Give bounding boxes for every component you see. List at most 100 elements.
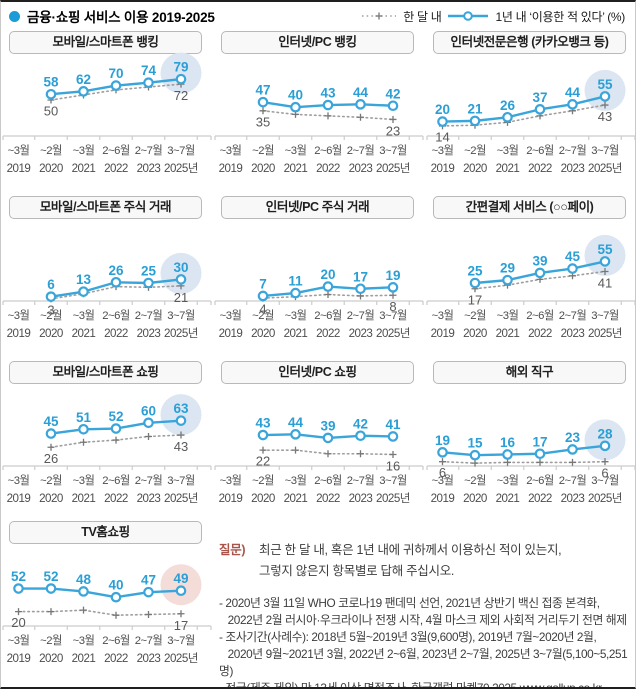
yearly-value-label: 45 [565,249,581,264]
yearly-value-label: 79 [173,60,188,75]
x-label-year: 2020 [39,162,63,175]
plus-marker-icon [259,446,267,454]
chart-panel: 해외 직구 ~3월 2019 ~2월 2020 ~3월 2021 2~6월 2022 2~7월 20… [425,358,635,518]
yearly-value-label: 48 [76,572,92,587]
plus-marker-icon [112,436,120,444]
chart-panel: 인터넷/PC 주식 거래 ~3월 2019 ~2월 2020 ~3월 2021 2~6월 202… [213,193,425,358]
yearly-value-label: 41 [385,417,401,432]
x-label-month: 2~7월 [135,309,163,322]
x-label-year: 2023 [561,492,585,505]
yearly-value-label: 26 [108,263,124,278]
x-label-year: 2019 [431,327,455,340]
monthly-last-label: 8 [389,299,396,314]
x-label-month: 2~7월 [347,144,375,157]
x-label-month: ~2월 [40,634,62,647]
x-label-month: 2~7월 [559,309,587,322]
x-label-year: 2021 [496,327,520,340]
chart-title: 간편결제 서비스 (○○페이) [433,196,626,219]
x-label-year: 2019 [7,162,31,175]
monthly-last-label: 43 [174,439,188,454]
data-point-marker [502,449,513,460]
x-label-year: 2022 [104,162,128,175]
x-label-year: 2021 [72,652,96,665]
x-label-year: 2019 [7,327,31,340]
x-label-month: ~3월 [497,144,519,157]
info-block: 질문) 최근 한 달 내, 혹은 1년 내에 귀하께서 이용하신 적이 있는지,… [213,518,635,687]
yearly-value-label: 55 [597,242,613,257]
plus-marker-icon [145,610,152,618]
yearly-value-label: 29 [500,261,515,276]
data-point-marker [322,432,334,444]
monthly-last-label: 41 [598,275,612,290]
x-label-month: ~2월 [252,144,274,157]
x-label-year: 2025년 [588,327,622,340]
x-label-year: 2022 [316,162,340,175]
x-label-year: 2020 [39,327,63,340]
plus-marker-icon [80,438,87,446]
yearly-value-label: 58 [43,75,59,90]
data-point-marker [355,99,366,110]
plus-marker-icon [47,443,55,451]
yearly-value-label: 16 [500,435,516,450]
x-label-year: 2023 [561,327,585,340]
question-label: 질문) [219,543,246,557]
monthly-line [441,460,606,464]
chart-panel: 모바일/스마트폰 쇼핑 ~3월 2019 ~2월 2020 ~3월 2021 2~6월 2022… [1,358,213,518]
x-label-month: 2~6월 [314,309,342,322]
x-label-year: 2021 [496,492,520,505]
monthly-last-label: 72 [174,88,188,103]
x-label-month: ~2월 [40,144,62,157]
x-label-month: ~3월 [432,144,454,157]
data-point-marker [469,115,481,127]
data-point-marker [387,282,399,293]
yearly-value-label: 42 [353,416,368,431]
yearly-value-label: 52 [11,569,26,584]
highlight-circle [584,69,626,111]
chart-panel: 인터넷/PC 쇼핑 ~3월 2019 ~2월 2020 ~3월 2021 2~6월 2022 2~… [213,358,425,518]
yearly-line [441,444,607,457]
monthly-first-label: 17 [468,292,482,307]
data-point-marker [175,415,187,426]
chart-panel: 인터넷전문은행 (카카오뱅크 등) ~3월 2019 ~2월 2020 ~3월 2021 2~… [425,28,635,193]
plus-marker-icon [601,101,609,109]
data-point-marker [290,429,301,440]
monthly-last-label: 17 [174,618,188,633]
data-point-marker [78,286,89,297]
yearly-value-label: 47 [141,573,156,588]
plus-marker-icon [177,431,185,439]
x-label-month: ~3월 [285,144,307,157]
plus-marker-icon [324,291,332,299]
x-label-year: 2022 [528,492,552,505]
yearly-value-label: 39 [532,253,547,268]
chart-title: 모바일/스마트폰 뱅킹 [9,31,202,54]
x-label-month: ~3월 [220,144,242,157]
legend-monthly-label: 한 달 내 [403,9,442,24]
x-label-year: 2022 [316,492,340,505]
question-line: 최근 한 달 내, 혹은 1년 내에 귀하께서 이용하신 적이 있는지, [259,543,562,557]
chart-panel: 모바일/스마트폰 뱅킹 ~3월 2019 ~2월 2020 ~3월 2021 2~6월 2022… [1,28,213,193]
x-label-month: 2~6월 [314,474,342,487]
yearly-value-label: 52 [43,569,58,584]
plus-marker-icon [569,458,576,466]
data-point-marker [469,449,481,461]
x-label-year: 2023 [137,492,161,505]
data-point-marker [599,440,611,452]
plus-marker-icon [601,458,609,466]
data-point-marker [355,283,366,295]
chart-plot: ~3월 2019 ~2월 2020 ~3월 2021 2~6월 2022 2~7월 2023 3~7… [214,415,424,505]
legend-yearly-label: 1년 내 ‘이용한 적 있다’ (%) [495,9,625,24]
plus-marker-icon [357,450,364,458]
x-label-month: 2~7월 [559,474,587,487]
chart-plot: ~3월 2019 ~2월 2020 ~3월 2021 2~6월 2022 2~7월 2023 3~7… [2,564,212,665]
chart-plot: ~3월 2019 ~2월 2020 ~3월 2021 2~6월 2022 2~7월 2023 3~7… [2,394,212,505]
x-label-month: 2~7월 [135,474,163,487]
yearly-value-label: 55 [597,77,613,92]
yearly-value-label: 25 [141,264,157,279]
x-label-month: ~3월 [285,474,307,487]
note-line: 2020년 9월~2021년 3월, 2022년 2~6월, 2023년 2~7… [219,647,628,678]
plus-marker-icon [357,113,364,121]
chart-title: 인터넷/PC 주식 거래 [221,196,414,219]
plus-marker-icon [536,458,544,466]
chart-title: 모바일/스마트폰 주식 거래 [9,196,202,219]
x-label-year: 2020 [463,162,487,175]
